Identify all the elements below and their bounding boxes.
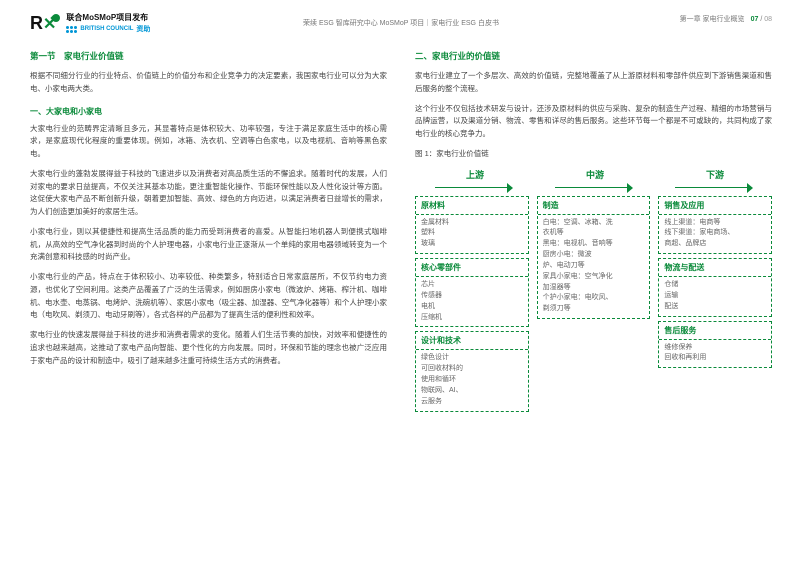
chain-stream-labels: 上游 中游 下游 xyxy=(415,168,772,181)
box-items: 金属材料塑料玻璃 xyxy=(416,215,528,254)
subsection-1-title: 一、大家电和小家电 xyxy=(30,106,387,117)
header-right: 第一章 家电行业概览 07 / 08 xyxy=(680,14,772,24)
paragraph: 这个行业不仅包括技术研发与设计，还涉及原材料的供应与采购、复杂的制造生产过程、精… xyxy=(415,103,772,141)
doc-title: 荣续 ESG 智库研究中心 MoSMoP 项目｜家电行业 ESG 白皮书 xyxy=(303,18,499,28)
box-title: 原材料 xyxy=(416,197,528,215)
downstream-col: 销售及应用 线上渠道：电商等线下渠道：家电商场、商超、品牌店 物流与配送 仓储运… xyxy=(658,196,772,369)
box-sales: 销售及应用 线上渠道：电商等线下渠道：家电商场、商超、品牌店 xyxy=(658,196,772,255)
page-header: R✕ 联合MoSMoP项目发布 BRITISH COUNCIL 资助 荣续 ES… xyxy=(0,0,802,40)
upstream-col: 原材料 金属材料塑料玻璃 核心零部件 芯片传感器电机压缩机 设计和技术 绿色设计… xyxy=(415,196,529,412)
box-items: 芯片传感器电机压缩机 xyxy=(416,277,528,326)
box-core-components: 核心零部件 芯片传感器电机压缩机 xyxy=(415,258,529,327)
box-items: 维修保养回收和再利用 xyxy=(659,340,771,368)
paragraph: 小家电行业的产品，特点在于体积较小、功率较低、种类繁多，特别适合日常家庭居所，不… xyxy=(30,271,387,322)
paragraph: 小家电行业，则以其便捷性和提高生活品质的能力而受到消费者的喜爱。从智能扫地机器人… xyxy=(30,226,387,264)
arrow-icon xyxy=(435,183,515,193)
right-column: 二、家电行业的价值链 家电行业建立了一个多层次、高效的价值链，完整地覆盖了从上游… xyxy=(415,50,772,412)
box-manufacturing: 制造 白电：空调、冰箱、洗衣机等黑电：电视机、音响等厨房小电：微波炉、电动刀等家… xyxy=(537,196,651,320)
sponsor-row: BRITISH COUNCIL 资助 xyxy=(66,24,150,34)
box-logistics: 物流与配送 仓储运输配送 xyxy=(658,258,772,317)
chain-arrows xyxy=(415,183,772,193)
logo-rx: R✕ xyxy=(30,13,60,34)
british-council-text: BRITISH COUNCIL xyxy=(80,26,133,32)
paragraph: 家电行业建立了一个多层次、高效的价值链，完整地覆盖了从上游原材料和零部件供应到下… xyxy=(415,70,772,96)
box-items: 线上渠道：电商等线下渠道：家电商场、商超、品牌店 xyxy=(659,215,771,254)
box-title: 销售及应用 xyxy=(659,197,771,215)
section-title: 第一节 家电行业价值链 xyxy=(30,50,387,62)
left-column: 第一节 家电行业价值链 根据不同细分行业的行业特点、价值链上的价值分布和企业竞争… xyxy=(30,50,387,412)
box-items: 绿色设计可回收材料的使用和循环物联网、AI、云服务 xyxy=(416,350,528,410)
midstream-col: 制造 白电：空调、冰箱、洗衣机等黑电：电视机、音响等厨房小电：微波炉、电动刀等家… xyxy=(537,196,651,320)
logo-r-glyph: R xyxy=(30,13,43,34)
paragraph: 大家电行业的范畴界定清晰且多元，其显著特点是体积较大、功率较强，专注于满足家庭生… xyxy=(30,123,387,161)
page-current: 07 xyxy=(751,16,759,23)
midstream-label: 中游 xyxy=(555,168,635,181)
box-raw-materials: 原材料 金属材料塑料玻璃 xyxy=(415,196,529,255)
box-title: 设计和技术 xyxy=(416,332,528,350)
upstream-label: 上游 xyxy=(435,168,515,181)
intro-paragraph: 根据不同细分行业的行业特点、价值链上的价值分布和企业竞争力的决定要素，我国家电行… xyxy=(30,70,387,96)
arrow-icon xyxy=(555,183,635,193)
box-title: 物流与配送 xyxy=(659,259,771,277)
downstream-label: 下游 xyxy=(675,168,755,181)
british-council-icon xyxy=(66,26,77,33)
page-total: 08 xyxy=(764,16,772,23)
chain-columns: 原材料 金属材料塑料玻璃 核心零部件 芯片传感器电机压缩机 设计和技术 绿色设计… xyxy=(415,196,772,412)
subsection-2-title: 二、家电行业的价值链 xyxy=(415,50,772,62)
chapter-label: 第一章 家电行业概览 xyxy=(680,14,745,24)
arrow-icon xyxy=(675,183,755,193)
paragraph: 大家电行业的蓬勃发展得益于科技的飞速进步以及消费者对高品质生活的不懈追求。随着时… xyxy=(30,168,387,219)
box-title: 核心零部件 xyxy=(416,259,528,277)
paragraph: 家电行业的快速发展得益于科技的进步和消费者需求的变化。随着人们生活节奏的加快，对… xyxy=(30,329,387,367)
content-columns: 第一节 家电行业价值链 根据不同细分行业的行业特点、价值链上的价值分布和企业竞争… xyxy=(0,40,802,422)
box-items: 仓储运输配送 xyxy=(659,277,771,316)
page-number: 07 / 08 xyxy=(751,16,772,23)
figure-caption: 图 1：家电行业价值链 xyxy=(415,148,772,161)
box-items: 白电：空调、冰箱、洗衣机等黑电：电视机、音响等厨房小电：微波炉、电动刀等家具小家… xyxy=(538,215,650,319)
project-title: 联合MoSMoP项目发布 xyxy=(66,12,150,23)
box-title: 制造 xyxy=(538,197,650,215)
box-design-tech: 设计和技术 绿色设计可回收材料的使用和循环物联网、AI、云服务 xyxy=(415,331,529,411)
box-title: 售后服务 xyxy=(659,322,771,340)
sponsor-label: 资助 xyxy=(136,24,150,34)
header-titles: 联合MoSMoP项目发布 BRITISH COUNCIL 资助 xyxy=(66,12,150,34)
value-chain-diagram: 上游 中游 下游 原材料 金属材料塑料玻璃 核心零部件 芯片传感器电机压缩机 xyxy=(415,168,772,412)
box-aftersales: 售后服务 维修保养回收和再利用 xyxy=(658,321,772,369)
